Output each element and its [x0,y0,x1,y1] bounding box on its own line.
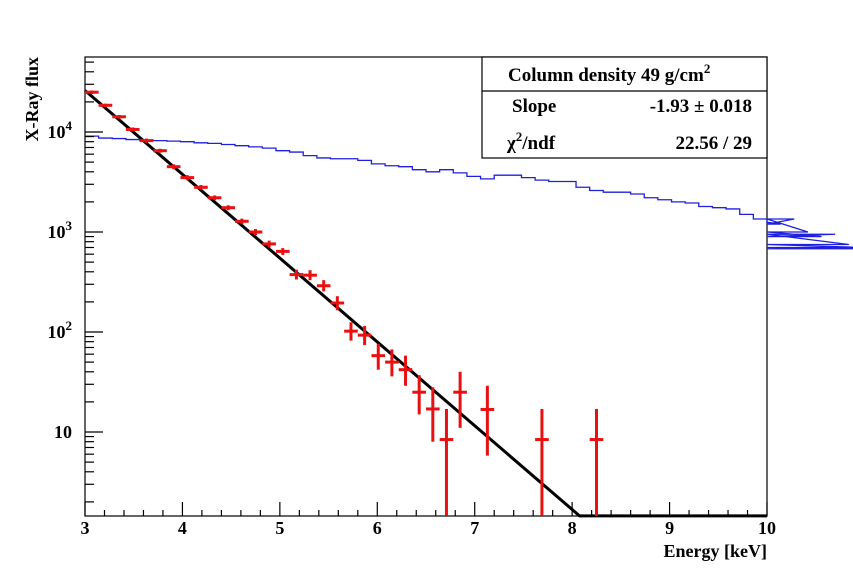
data-point [316,280,331,292]
legend-slope-value: -1.93 ± 0.018 [650,96,752,117]
data-point [303,270,317,281]
x-tick-label: 7 [470,518,479,538]
data-point [235,218,249,225]
data-point [85,90,99,94]
legend-chi2-label: χ2/ndf [506,129,556,154]
data-point [112,114,126,119]
data-point [480,385,495,456]
x-tick-label: 9 [665,518,674,538]
legend-title: Column density 49 g/cm2 [508,61,710,86]
plot-frame [84,56,768,517]
incident-spectrum-line [85,135,853,250]
x-tick-label: 5 [275,518,284,538]
data-point [262,240,276,248]
data-point [153,148,167,153]
y-axis-label: X-Ray flux [22,57,42,142]
legend-chi2-value: 22.56 / 29 [675,133,752,154]
data-point [589,408,604,516]
data-point [125,127,140,132]
y-tick-label: 102 [48,318,73,342]
x-tick-label: 8 [568,518,577,538]
data-point [207,195,222,201]
data-point [439,408,454,516]
x-tick-label: 10 [758,518,776,538]
data-point [139,138,154,143]
y-tick-label: 103 [48,218,73,242]
data-point [289,269,304,280]
y-tick-label: 10 [54,422,72,442]
x-axis-label: Energy [keV] [664,541,767,561]
legend-box: Column density 49 g/cm2 Slope -1.93 ± 0.… [481,56,768,159]
data-point [426,387,440,442]
data-point [275,248,290,255]
data-point [371,343,386,370]
data-point [330,296,345,311]
data-point [385,349,399,377]
data-point [248,229,263,236]
data-point [453,371,467,428]
axis-layer: 3 4 5 6 7 8 9 10 10 102 103 104 [48,61,776,538]
y-tick-label: 104 [48,118,73,142]
data-point [398,355,413,386]
x-tick-label: 3 [81,518,90,538]
data-point [412,375,426,415]
data-point [166,164,181,170]
x-tick-label: 6 [373,518,382,538]
data-point [180,175,195,181]
data-point [344,322,358,341]
data-point [194,185,208,190]
x-tick-label: 4 [178,518,187,538]
series-layer [84,89,853,518]
data-point [357,325,372,346]
legend-slope-label: Slope [512,96,556,117]
data-point [535,408,549,516]
data-point [221,205,236,211]
data-point [98,103,113,107]
